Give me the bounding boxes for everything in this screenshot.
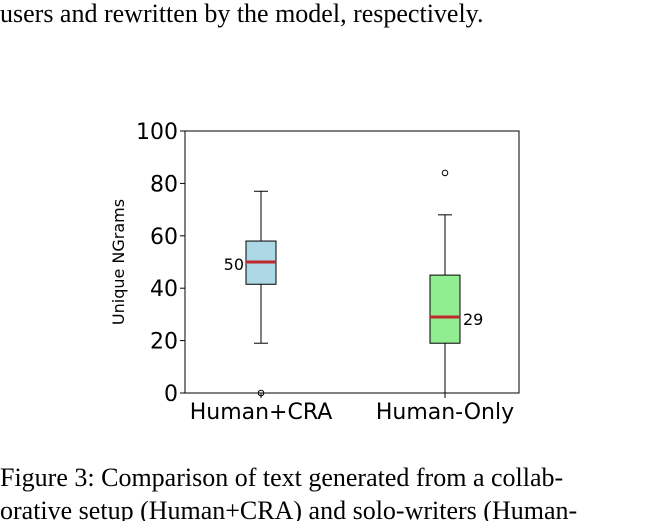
y-tick-label: 0: [164, 382, 178, 407]
y-tick-label: 80: [150, 172, 178, 197]
y-tick-label: 20: [150, 330, 178, 355]
box: [429, 274, 461, 344]
y-axis-label: Unique NGrams: [109, 199, 128, 325]
y-tick-label: 60: [150, 225, 178, 250]
x-tick-label: Human+CRA: [190, 400, 333, 425]
caption-line: Figure 3: Comparison of text generated f…: [0, 463, 563, 492]
outlier: [441, 169, 449, 177]
plot-frame: [184, 130, 520, 394]
median-label: 29: [463, 310, 483, 329]
body-text: users and rewritten by the model, respec…: [0, 0, 484, 28]
x-tick-label: Human-Only: [376, 400, 514, 425]
y-tick-label: 40: [150, 277, 178, 302]
y-tick-label: 100: [136, 120, 178, 145]
caption-line: orative setup (Human+CRA) and solo-write…: [0, 496, 577, 521]
outlier: [257, 389, 265, 397]
median-label: 50: [224, 255, 244, 274]
